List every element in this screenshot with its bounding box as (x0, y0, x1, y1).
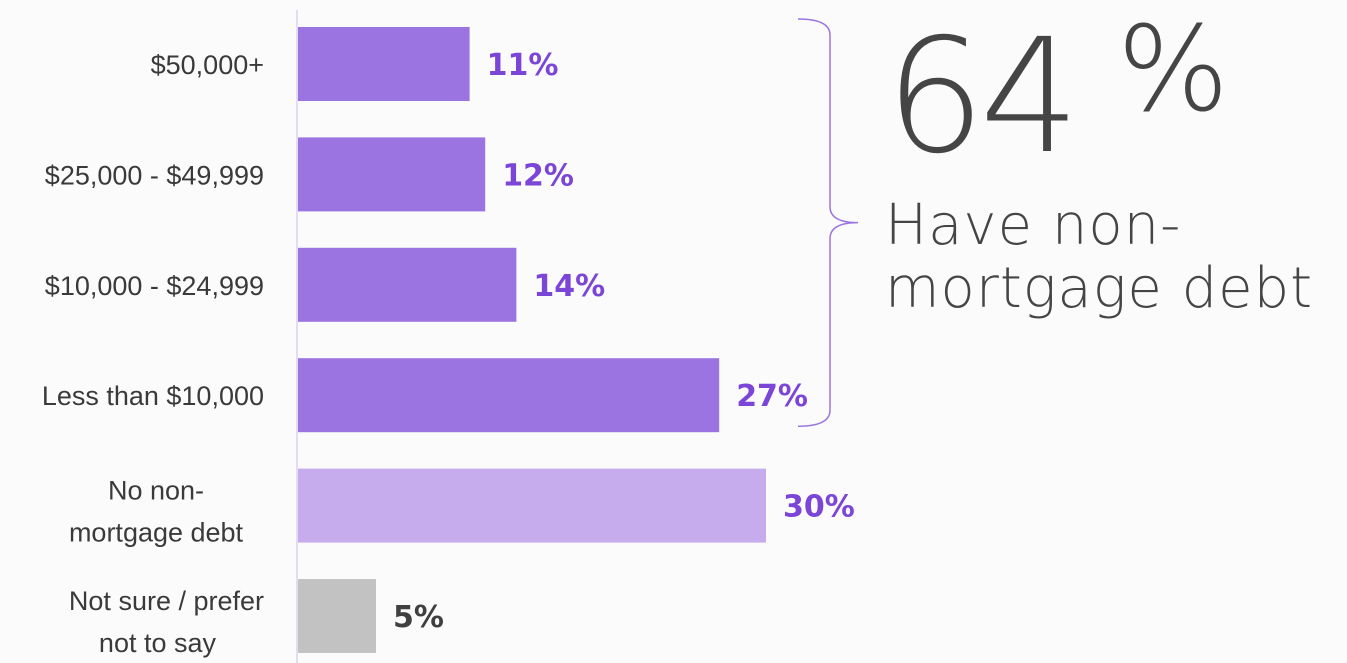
category-label-line: Not sure / prefer (69, 586, 264, 616)
category-label: Less than $10,000 (42, 381, 264, 411)
category-label-line: not to say (99, 628, 217, 658)
bar (298, 579, 376, 653)
category-label-line: No non- (108, 476, 204, 506)
value-label: 11% (487, 48, 559, 83)
value-label: 30% (783, 490, 855, 525)
bar (298, 468, 766, 543)
category-label-line: mortgage debt (69, 518, 244, 548)
value-label: 14% (533, 269, 605, 304)
bar (298, 247, 517, 322)
value-label: 5% (393, 600, 444, 635)
bar (298, 27, 470, 101)
callout-text: Have non-mortgage debt (885, 193, 1314, 321)
callout-value: 64 (885, 5, 1080, 189)
category-label: $10,000 - $24,999 (45, 271, 264, 301)
category-label: $25,000 - $49,999 (45, 160, 264, 190)
bar-chart: 11% $50,000+ 12% $25,000 - $49,999 14% $10,00… (42, 10, 859, 663)
value-label: 12% (502, 158, 574, 193)
group-bracket (797, 18, 859, 427)
value-label: 27% (736, 379, 808, 414)
bar (298, 358, 720, 433)
category-label: $50,000+ (151, 50, 264, 80)
bar (298, 137, 486, 212)
category-label: No non-mortgage debt (69, 476, 244, 548)
category-label: Not sure / prefer not to say (69, 586, 264, 658)
callout-unit: % (1117, 0, 1230, 138)
